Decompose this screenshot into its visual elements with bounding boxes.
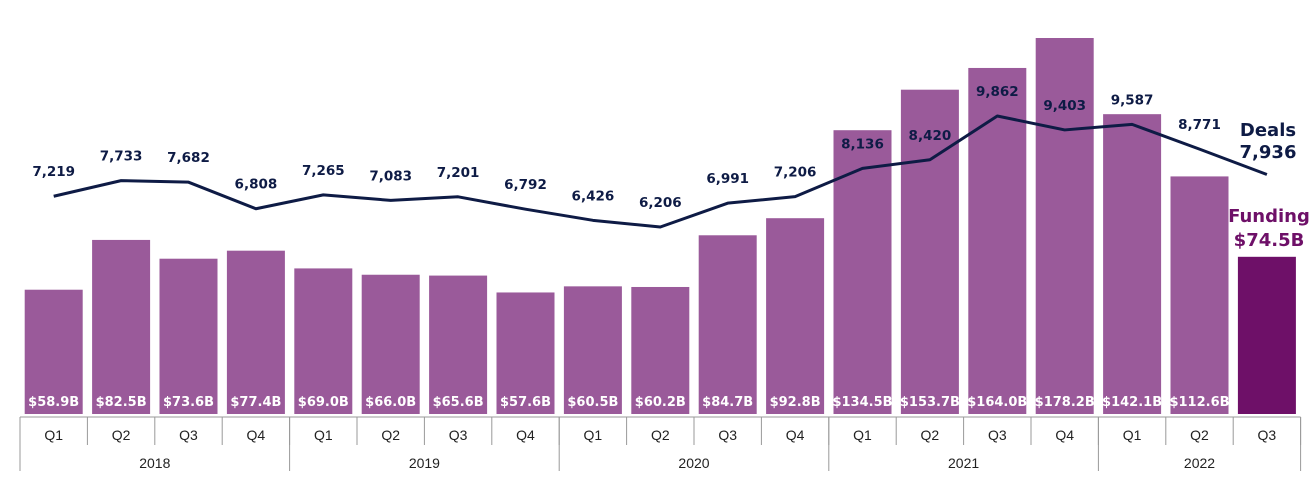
deals-line (53, 114, 1268, 229)
year-label: 2019 (409, 455, 440, 471)
x-axis: Q1 Q2 Q3 Q4 Q1 Q2 Q3 Q4 Q1 Q2 Q3 Q4 Q1 Q2 Q3 Q4 Q1 Q2 Q3 20… (19, 416, 1302, 471)
quarter-label: Q2 (921, 427, 940, 443)
funding-bar (766, 218, 825, 414)
funding-bar (900, 89, 959, 414)
deal-count-label: 7,219 (32, 164, 75, 180)
funding-bar (968, 67, 1027, 414)
funding-bar (92, 239, 151, 414)
funding-bar-label: $77.4B (230, 395, 281, 410)
quarter-label: Q3 (988, 427, 1007, 443)
deal-count-label: 8,771 (1178, 117, 1221, 133)
funding-bar-label: $60.5B (567, 395, 618, 410)
funding-bar (1237, 256, 1296, 414)
deal-count-label: 7,682 (167, 150, 210, 166)
funding-bar-label: $57.6B (500, 395, 551, 410)
deal-count-label: 8,420 (909, 128, 952, 144)
deal-count-label: 7,201 (437, 165, 480, 181)
deal-count-label: 6,206 (639, 195, 682, 211)
funding-bar-label: $153.7B (900, 395, 960, 410)
funding-bar (698, 235, 757, 414)
funding-bar-label: $92.8B (770, 395, 821, 410)
deal-count-label: 6,991 (706, 171, 749, 187)
year-label: 2022 (1184, 455, 1215, 471)
funding-bar-labels: $58.9B $82.5B $73.6B $77.4B $69.0B $66.0B $65.… (28, 395, 1229, 410)
funding-bar (1035, 38, 1094, 414)
funding-bar-label: $134.5B (832, 395, 892, 410)
quarter-label: Q4 (247, 427, 266, 443)
funding-bar (1103, 114, 1162, 414)
quarter-label: Q1 (314, 427, 333, 443)
deal-count-label: 7,265 (302, 163, 345, 179)
funding-bar (361, 274, 420, 414)
deals-line-layer (53, 114, 1268, 229)
quarter-label: Q1 (853, 427, 872, 443)
quarter-label: Q2 (381, 427, 400, 443)
funding-bar-label: $84.7B (702, 395, 753, 410)
funding-bar (833, 130, 892, 414)
quarter-label: Q2 (112, 427, 131, 443)
funding-bar-label: $73.6B (163, 395, 214, 410)
quarter-label: Q3 (449, 427, 468, 443)
quarter-label: Q3 (1258, 427, 1277, 443)
deal-count-label: 6,426 (572, 188, 615, 204)
deal-count-label: 9,587 (1111, 92, 1154, 108)
funding-bar-label: $82.5B (96, 395, 147, 410)
deal-count-label: 7,206 (774, 165, 817, 181)
funding-bar (429, 275, 488, 414)
funding-bar-label: $66.0B (365, 395, 416, 410)
funding-bar-label: $69.0B (298, 395, 349, 410)
funding-bar-label: $60.2B (635, 395, 686, 410)
deal-count-label: 9,403 (1043, 98, 1086, 114)
deals-callout-name: Deals (1240, 120, 1296, 141)
deal-count-label: 9,862 (976, 84, 1019, 100)
funding-bar (496, 292, 555, 414)
funding-bar (24, 289, 83, 414)
quarter-label: Q3 (718, 427, 737, 443)
funding-bar-label: $142.1B (1102, 395, 1162, 410)
deal-count-label: 6,808 (235, 177, 278, 193)
quarter-label: Q2 (651, 427, 670, 443)
deals-callout-value: 7,936 (1240, 142, 1297, 163)
quarter-label: Q3 (179, 427, 198, 443)
quarter-label: Q1 (1123, 427, 1142, 443)
funding-bar (1170, 176, 1229, 414)
year-label: 2020 (678, 455, 709, 471)
funding-callout-name: Funding (1228, 206, 1310, 227)
funding-bar (631, 286, 690, 414)
deal-count-label: 6,792 (504, 177, 547, 193)
funding-bar-label: $112.6B (1169, 395, 1229, 410)
quarter-label: Q4 (786, 427, 805, 443)
funding-bar (563, 286, 622, 414)
deal-count-label: 8,136 (841, 136, 884, 152)
funding-bar-label: $178.2B (1035, 395, 1095, 410)
deal-count-label: 7,733 (100, 149, 143, 165)
deal-count-label: 7,083 (369, 168, 412, 184)
year-label: 2021 (948, 455, 979, 471)
deal-count-labels: 7,219 7,733 7,682 6,808 7,265 7,083 7,201 6,792… (32, 84, 1221, 211)
funding-callout-value: $74.5B (1234, 230, 1305, 251)
funding-bar-label: $58.9B (28, 395, 79, 410)
quarter-label: Q4 (1055, 427, 1074, 443)
quarter-label: Q2 (1190, 427, 1209, 443)
quarter-label: Q4 (516, 427, 535, 443)
funding-bar-label: $65.6B (433, 395, 484, 410)
funding-bar (294, 268, 353, 414)
year-label: 2018 (139, 455, 170, 471)
quarter-label: Q1 (44, 427, 63, 443)
funding-bars (24, 38, 1296, 414)
funding-bar (159, 258, 218, 414)
latest-callouts: Deals 7,936 Funding $74.5B (1228, 120, 1310, 251)
funding-bar (226, 250, 285, 414)
quarter-label: Q1 (584, 427, 603, 443)
funding-bar-label: $164.0B (967, 395, 1027, 410)
